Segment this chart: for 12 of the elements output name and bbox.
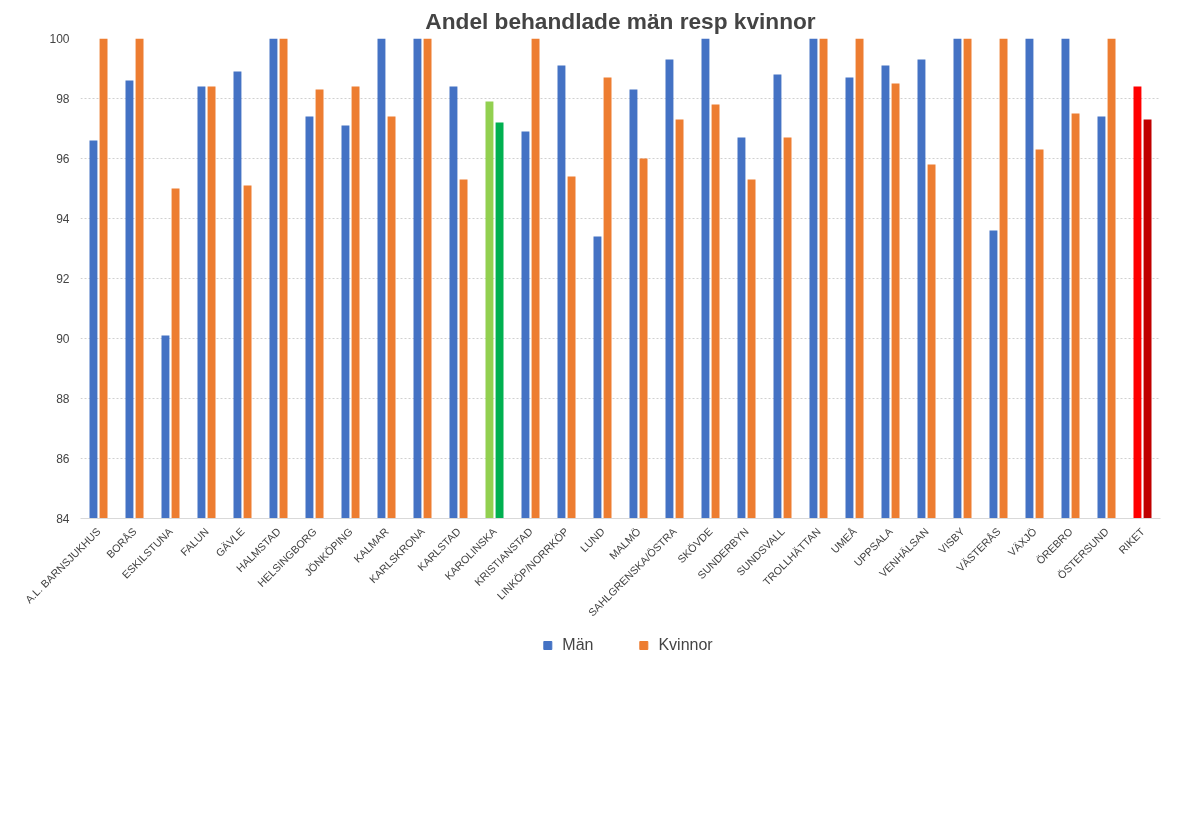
legend-label: Kvinnor (658, 636, 713, 654)
y-tick-label: 90 (56, 332, 70, 346)
chart-title: Andel behandlade män resp kvinnor (425, 7, 816, 34)
y-tick-label: 98 (56, 92, 70, 106)
y-tick-label: 84 (56, 512, 70, 526)
legend-label: Män (562, 636, 594, 654)
y-tick-label: 86 (56, 452, 70, 466)
y-tick-label: 92 (56, 272, 70, 286)
y-tick-label: 88 (56, 392, 70, 406)
y-tick-label: 96 (56, 152, 70, 166)
y-tick-label: 100 (49, 32, 70, 46)
y-tick-label: 94 (56, 212, 70, 226)
